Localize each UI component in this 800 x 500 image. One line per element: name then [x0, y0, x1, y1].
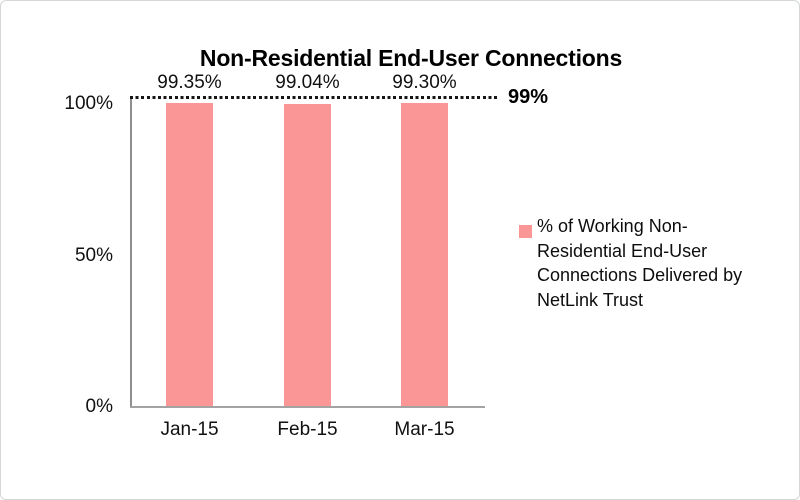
- x-axis-label-jan-15: Jan-15: [160, 419, 219, 440]
- y-axis-tick-0: 0%: [85, 396, 113, 417]
- x-axis-line: [130, 406, 485, 408]
- reference-line-label: 99%: [508, 86, 549, 108]
- bar-feb-15: [284, 103, 331, 406]
- y-axis-tick-100: 100%: [64, 93, 113, 114]
- bar-mar-15: [401, 103, 448, 406]
- legend-swatch-icon: [519, 225, 532, 238]
- x-axis-label-mar-15: Mar-15: [394, 419, 455, 440]
- reference-line-99pct: [130, 96, 498, 99]
- bar-jan-15: [166, 102, 213, 406]
- legend-series-label: % of Working Non-Residential End-User Co…: [537, 216, 743, 311]
- x-axis-label-feb-15: Feb-15: [277, 419, 338, 440]
- bar-value-label-feb-15: 99.04%: [275, 72, 340, 93]
- bar-value-label-jan-15: 99.35%: [157, 72, 222, 93]
- bar-value-label-mar-15: 99.30%: [392, 72, 457, 93]
- y-axis-line: [130, 98, 132, 407]
- y-axis-tick-50: 50%: [74, 245, 113, 266]
- chart-title: Non-Residential End-User Connections: [199, 45, 623, 71]
